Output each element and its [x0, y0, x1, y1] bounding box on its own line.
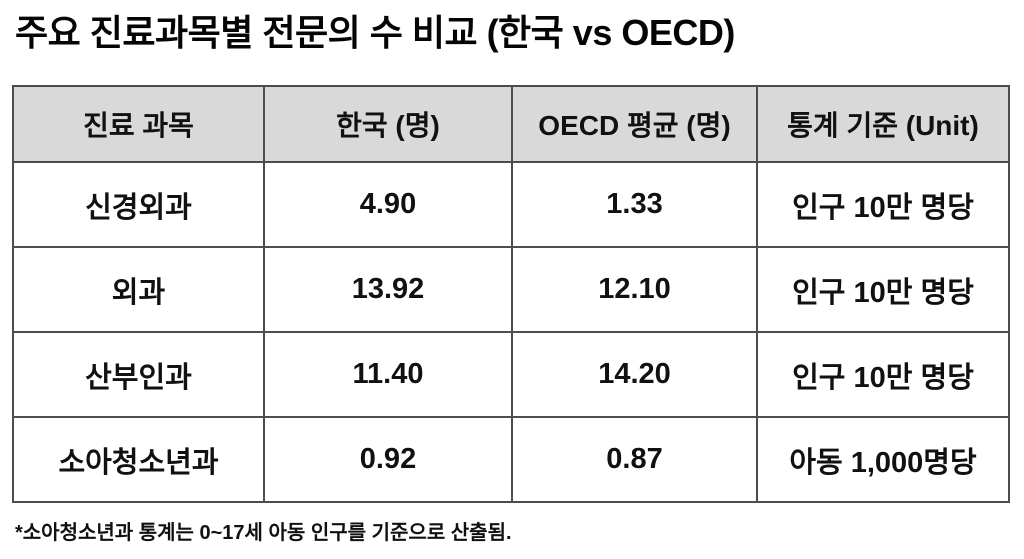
- page-title: 주요 진료과목별 전문의 수 비교 (한국 vs OECD): [15, 12, 735, 53]
- cell-oecd-value: 1.33: [510, 161, 759, 248]
- cell-korea-value: 13.92: [262, 246, 513, 333]
- cell-unit: 인구 10만 명당: [756, 161, 1010, 248]
- specialist-comparison-table: 진료 과목 한국 (명) OECD 평균 (명) 통계 기준 (Unit) 신경…: [12, 85, 1010, 503]
- header-cell-korea: 한국 (명): [262, 85, 513, 163]
- cell-specialty: 소아청소년과: [12, 416, 265, 503]
- header-cell-specialty: 진료 과목: [12, 85, 265, 163]
- cell-unit: 인구 10만 명당: [756, 246, 1010, 333]
- cell-specialty: 신경외과: [12, 161, 265, 248]
- table-header-row: 진료 과목 한국 (명) OECD 평균 (명) 통계 기준 (Unit): [12, 85, 1010, 163]
- cell-unit: 아동 1,000명당: [756, 416, 1010, 503]
- header-cell-unit: 통계 기준 (Unit): [756, 85, 1010, 163]
- cell-specialty: 산부인과: [12, 331, 265, 418]
- cell-korea-value: 4.90: [262, 161, 513, 248]
- cell-oecd-value: 12.10: [510, 246, 759, 333]
- cell-korea-value: 11.40: [262, 331, 513, 418]
- table-row: 산부인과 11.40 14.20 인구 10만 명당: [12, 331, 1010, 418]
- header-cell-oecd: OECD 평균 (명): [510, 85, 759, 163]
- cell-oecd-value: 14.20: [510, 331, 759, 418]
- cell-specialty: 외과: [12, 246, 265, 333]
- table-row: 외과 13.92 12.10 인구 10만 명당: [12, 246, 1010, 333]
- cell-oecd-value: 0.87: [510, 416, 759, 503]
- footnote: *소아청소년과 통계는 0~17세 아동 인구를 기준으로 산출됨.: [15, 522, 512, 544]
- table-row: 신경외과 4.90 1.33 인구 10만 명당: [12, 161, 1010, 248]
- cell-korea-value: 0.92: [262, 416, 513, 503]
- table-row: 소아청소년과 0.92 0.87 아동 1,000명당: [12, 416, 1010, 503]
- cell-unit: 인구 10만 명당: [756, 331, 1010, 418]
